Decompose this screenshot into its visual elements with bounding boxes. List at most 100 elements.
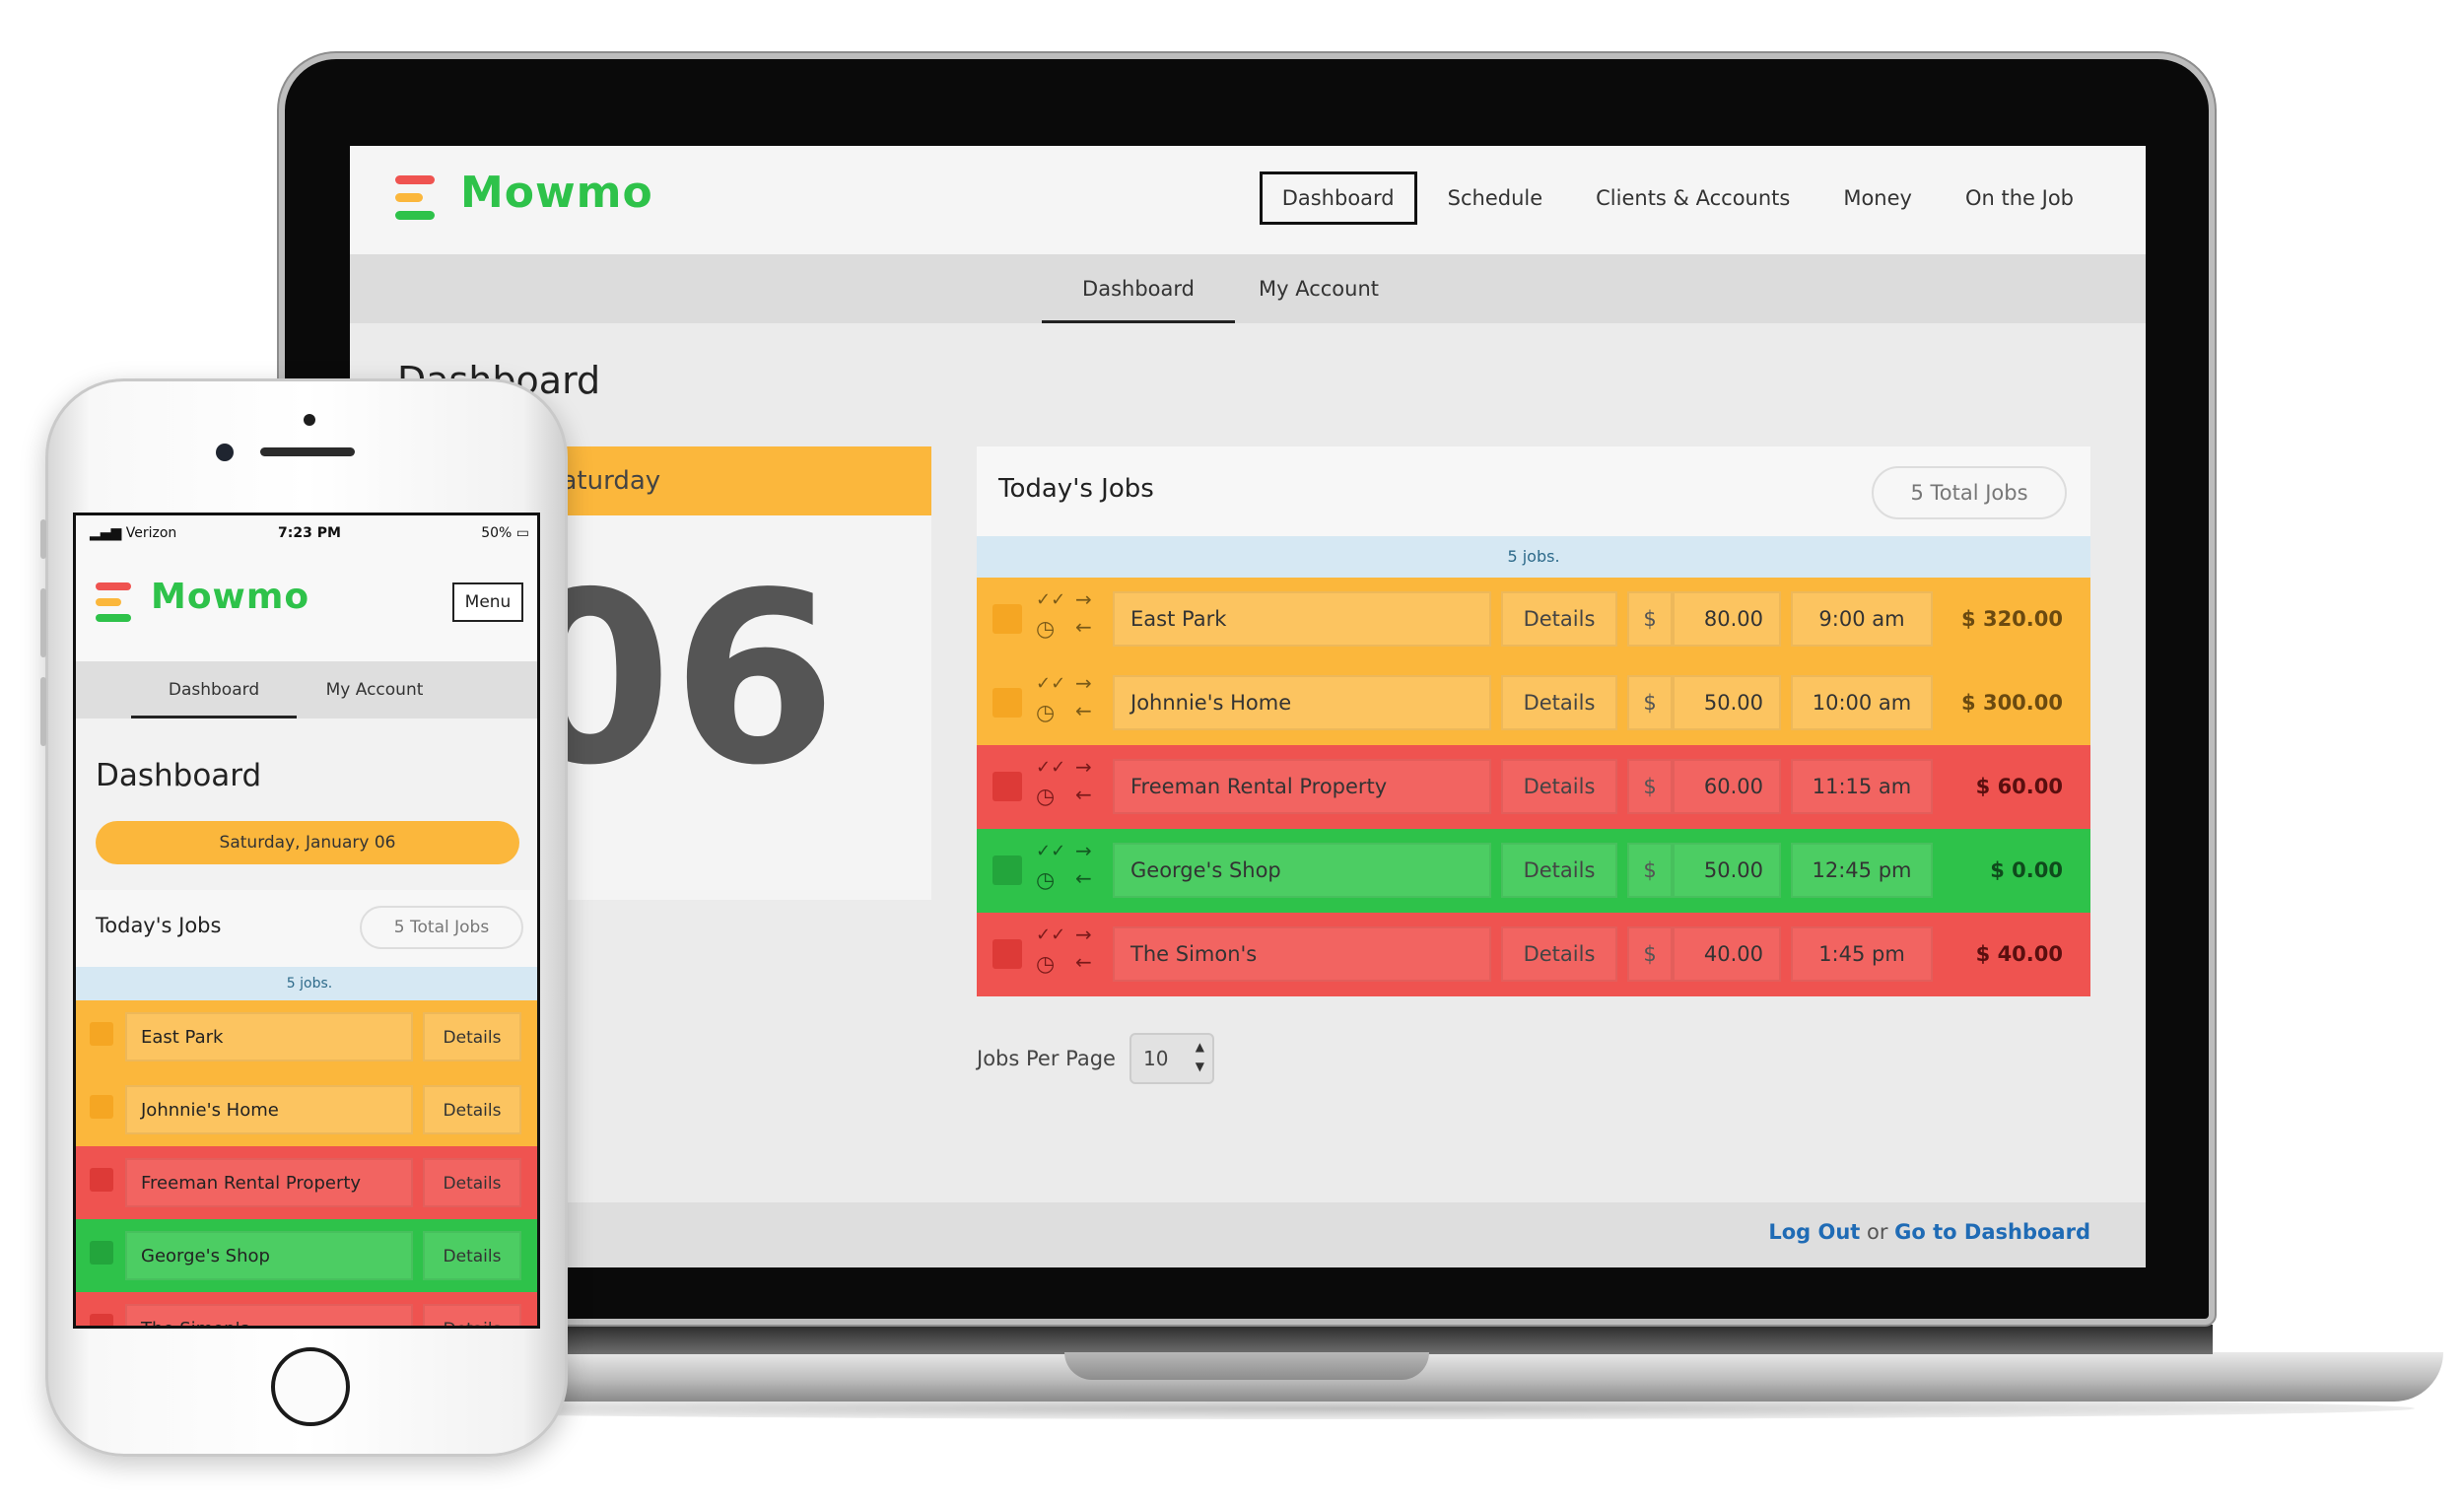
nav-schedule[interactable]: Schedule	[1447, 186, 1543, 210]
checkmark-double-icon[interactable]: ✓✓	[1036, 924, 1066, 945]
job-time-field[interactable]: 12:45 pm	[1791, 843, 1933, 898]
job-checkbox[interactable]	[90, 1241, 113, 1265]
brand-name[interactable]: Mowmo	[151, 577, 310, 617]
checkmark-double-icon[interactable]: ✓✓	[1036, 841, 1066, 861]
clock-icon[interactable]: ◷	[1036, 617, 1056, 642]
clock-icon[interactable]: ◷	[1036, 868, 1056, 893]
job-row: ✓✓ ◷ → ← George's Shop Details $50.00 12:45 pm $…	[977, 829, 2090, 913]
job-row: Johnnie's Home Details	[76, 1073, 537, 1146]
job-checkbox[interactable]	[90, 1022, 113, 1046]
job-checkbox[interactable]	[992, 688, 1022, 718]
job-total: $ 40.00	[1975, 942, 2063, 966]
jobs-per-page-select[interactable]: 10 ▲ ▼	[1129, 1033, 1214, 1084]
checkmark-double-icon[interactable]: ✓✓	[1036, 589, 1066, 610]
arrow-left-icon[interactable]: ←	[1075, 699, 1092, 722]
currency-addon: $	[1627, 926, 1673, 982]
footer-links: Log Out or Go to Dashboard	[1768, 1220, 2090, 1244]
arrow-left-icon[interactable]: ←	[1075, 615, 1092, 639]
job-time-field[interactable]: 11:15 am	[1791, 759, 1933, 814]
arrow-right-icon[interactable]: →	[1075, 671, 1092, 695]
arrow-left-icon[interactable]: ←	[1075, 950, 1092, 974]
clock-icon[interactable]: ◷	[1036, 701, 1056, 725]
nav-dashboard[interactable]: Dashboard	[1259, 171, 1417, 225]
job-checkbox[interactable]	[992, 772, 1022, 801]
laptop-screen: Mowmo Dashboard Schedule Clients & Accou…	[350, 146, 2146, 1267]
job-name-field[interactable]: Johnnie's Home	[1113, 675, 1491, 730]
checkmark-double-icon[interactable]: ✓✓	[1036, 757, 1066, 778]
mowmo-logo-icon[interactable]	[395, 175, 435, 221]
tab-dashboard[interactable]: Dashboard	[1042, 254, 1235, 323]
arrow-left-icon[interactable]: ←	[1075, 866, 1092, 890]
nav-clients-accounts[interactable]: Clients & Accounts	[1596, 186, 1791, 210]
jobs-count-bar: 5 jobs.	[977, 536, 2090, 578]
arrow-right-icon[interactable]: →	[1075, 587, 1092, 611]
currency-addon: $	[1627, 675, 1673, 730]
job-name-field[interactable]: East Park	[125, 1012, 413, 1061]
jobs-title: Today's Jobs	[96, 914, 222, 937]
phone-sensor	[304, 414, 315, 426]
job-name-field[interactable]: George's Shop	[125, 1231, 413, 1280]
tab-my-account[interactable]: My Account	[325, 680, 424, 700]
job-total: $ 0.00	[1990, 858, 2063, 882]
arrow-left-icon[interactable]: ←	[1075, 783, 1092, 806]
job-time-field[interactable]: 9:00 am	[1791, 591, 1933, 647]
laptop-hinge	[286, 1325, 2213, 1354]
clock-icon[interactable]: ◷	[1036, 785, 1056, 809]
details-button[interactable]: Details	[423, 1304, 521, 1326]
job-checkbox[interactable]	[992, 939, 1022, 969]
checkmark-double-icon[interactable]: ✓✓	[1036, 673, 1066, 694]
job-name-field[interactable]: Freeman Rental Property	[1113, 759, 1491, 814]
clock-icon[interactable]: ◷	[1036, 952, 1056, 977]
job-price-field[interactable]: 80.00	[1673, 591, 1781, 647]
details-button[interactable]: Details	[423, 1231, 521, 1280]
jobs-count-bar: 5 jobs.	[76, 967, 537, 1000]
details-button[interactable]: Details	[1501, 675, 1617, 730]
tab-my-account[interactable]: My Account	[1258, 277, 1379, 301]
job-checkbox[interactable]	[992, 604, 1022, 634]
job-price-field[interactable]: 60.00	[1673, 759, 1781, 814]
arrow-right-icon[interactable]: →	[1075, 839, 1092, 862]
details-button[interactable]: Details	[1501, 591, 1617, 647]
job-total: $ 60.00	[1975, 775, 2063, 798]
job-row: ✓✓ ◷ → ← The Simon's Details $40.00 1:45 pm $ 40…	[977, 913, 2090, 996]
job-checkbox[interactable]	[90, 1168, 113, 1192]
logout-link[interactable]: Log Out	[1768, 1220, 1861, 1244]
details-button[interactable]: Details	[1501, 926, 1617, 982]
job-checkbox[interactable]	[90, 1314, 113, 1326]
nav-money[interactable]: Money	[1843, 186, 1912, 210]
currency-addon: $	[1627, 591, 1673, 647]
menu-button[interactable]: Menu	[452, 582, 523, 622]
job-time-field[interactable]: 1:45 pm	[1791, 926, 1933, 982]
job-checkbox[interactable]	[992, 855, 1022, 885]
arrow-right-icon[interactable]: →	[1075, 755, 1092, 779]
job-name-field[interactable]: The Simon's	[125, 1304, 413, 1326]
job-row: Freeman Rental Property Details	[76, 1146, 537, 1219]
details-button[interactable]: Details	[423, 1085, 521, 1134]
arrow-right-icon[interactable]: →	[1075, 923, 1092, 946]
job-name-field[interactable]: The Simon's	[1113, 926, 1491, 982]
phone-status-bar: ▂▄▆ Verizon 7:23 PM 50% ▭	[76, 515, 537, 553]
nav-on-the-job[interactable]: On the Job	[1964, 186, 2074, 210]
job-name-field[interactable]: Freeman Rental Property	[125, 1158, 413, 1207]
job-name-field[interactable]: George's Shop	[1113, 843, 1491, 898]
job-checkbox[interactable]	[90, 1095, 113, 1119]
tab-dashboard[interactable]: Dashboard	[131, 661, 297, 718]
job-name-field[interactable]: Johnnie's Home	[125, 1085, 413, 1134]
details-button[interactable]: Details	[1501, 843, 1617, 898]
phone-volume-down	[40, 677, 46, 746]
jobs-title: Today's Jobs	[998, 474, 1154, 504]
mowmo-logo-icon[interactable]	[96, 582, 131, 622]
job-price-field[interactable]: 40.00	[1673, 926, 1781, 982]
phone-mute-switch	[40, 519, 46, 559]
job-name-field[interactable]: East Park	[1113, 591, 1491, 647]
details-button[interactable]: Details	[1501, 759, 1617, 814]
job-price-field[interactable]: 50.00	[1673, 843, 1781, 898]
brand-name[interactable]: Mowmo	[460, 168, 653, 218]
phone-home-button[interactable]	[271, 1347, 350, 1426]
job-price-field[interactable]: 50.00	[1673, 675, 1781, 730]
details-button[interactable]: Details	[423, 1012, 521, 1061]
go-to-dashboard-link[interactable]: Go to Dashboard	[1894, 1220, 2090, 1244]
job-time-field[interactable]: 10:00 am	[1791, 675, 1933, 730]
details-button[interactable]: Details	[423, 1158, 521, 1207]
mobile-jobs-list: East Park Details Johnnie's Home Details Fre…	[76, 1000, 537, 1326]
